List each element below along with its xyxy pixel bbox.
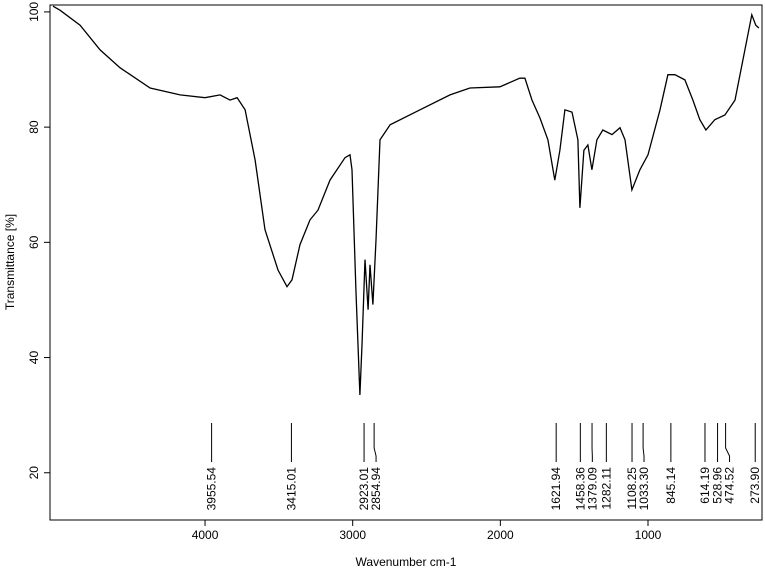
y-axis-label: Transmittance [%] bbox=[3, 214, 17, 310]
peak-marker bbox=[374, 423, 376, 462]
y-tick-label: 20 bbox=[27, 466, 41, 480]
x-tick-label: 3000 bbox=[339, 528, 366, 542]
peak-label: 1621.94 bbox=[549, 467, 563, 511]
x-tick-label: 1000 bbox=[635, 528, 662, 542]
peak-label: 474.52 bbox=[723, 467, 737, 504]
peak-label: 1379.09 bbox=[585, 467, 599, 511]
peak-label: 1033.30 bbox=[637, 467, 651, 511]
peak-label: 273.90 bbox=[748, 467, 762, 504]
peak-marker bbox=[643, 423, 644, 462]
y-tick-label: 80 bbox=[27, 120, 41, 134]
spectrum-line bbox=[53, 6, 759, 395]
peak-label: 3415.01 bbox=[284, 467, 298, 511]
peak-label: 845.14 bbox=[664, 467, 678, 504]
peak-label: 2854.94 bbox=[369, 467, 383, 511]
x-tick-label: 4000 bbox=[192, 528, 219, 542]
y-tick-label: 100 bbox=[27, 2, 41, 22]
peak-label: 1282.11 bbox=[599, 467, 613, 510]
x-axis-label: Wavenumber cm-1 bbox=[356, 555, 457, 569]
plot-frame bbox=[50, 5, 762, 520]
y-tick-label: 40 bbox=[27, 351, 41, 365]
x-tick-label: 2000 bbox=[487, 528, 514, 542]
peak-label: 3955.54 bbox=[205, 467, 219, 511]
peak-marker bbox=[726, 423, 730, 462]
y-tick-label: 60 bbox=[27, 235, 41, 249]
